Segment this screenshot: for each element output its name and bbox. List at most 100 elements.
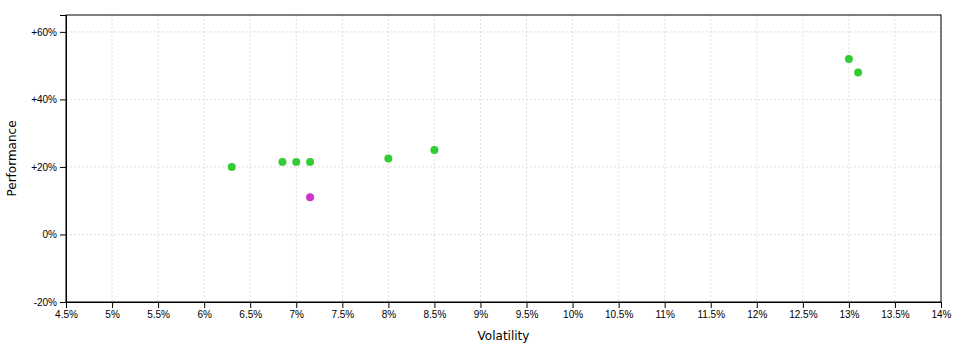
points — [228, 55, 862, 201]
tick: 7.5% — [331, 302, 354, 320]
tick-label: +40% — [31, 94, 57, 105]
tick-label: 0% — [43, 229, 58, 240]
tick-mark — [665, 302, 666, 308]
grid-line — [618, 15, 619, 302]
tick-mark — [296, 302, 297, 308]
chart: 4.5% 5% 5.5% 6% 6.5% 7% 7.5% 8% 8.5% 9% 9.5% 10% 10.… — [0, 0, 966, 350]
tick: 11% — [656, 302, 675, 320]
tick-mark — [60, 234, 66, 235]
series — [228, 55, 862, 171]
tick: 8.5% — [424, 302, 447, 320]
tick: 6.5% — [239, 302, 262, 320]
tick: 4.5% — [55, 302, 78, 320]
y-axis: -20% 0% +20% +40% +60% — [31, 16, 66, 308]
point — [228, 163, 236, 171]
tick-label: +20% — [31, 162, 57, 173]
point — [306, 193, 314, 201]
tick: 11.5% — [697, 302, 725, 320]
y-axis-title: Performance — [5, 120, 19, 196]
tick-mark — [434, 302, 435, 308]
tick-label: 6.5% — [239, 309, 262, 320]
grid-line — [158, 15, 159, 302]
tick-label: 9.5% — [516, 309, 539, 320]
tick-mark — [757, 302, 758, 308]
tick-mark — [204, 302, 205, 308]
tick-label: 13% — [839, 309, 859, 320]
point — [384, 155, 392, 163]
grid-line — [526, 15, 527, 302]
grid-line — [66, 166, 941, 167]
grid — [66, 15, 941, 302]
tick-mark — [60, 302, 66, 303]
grid-line — [572, 15, 573, 302]
tick: 9% — [474, 302, 489, 320]
tick-mark — [60, 32, 66, 33]
tick: 13.5% — [881, 302, 909, 320]
tick: 7% — [290, 302, 305, 320]
tick: +60% — [31, 27, 66, 38]
grid-line — [894, 15, 895, 302]
x-axis-title: Volatility — [478, 329, 530, 343]
tick: 10% — [563, 302, 583, 320]
tick: +20% — [31, 162, 66, 173]
tick: 12% — [747, 302, 767, 320]
tick-label: 8% — [382, 309, 397, 320]
tick-label: 13.5% — [881, 309, 909, 320]
tick-label: 7.5% — [331, 309, 354, 320]
tick: 8% — [382, 302, 397, 320]
point — [292, 158, 300, 166]
grid-line — [710, 15, 711, 302]
tick-mark — [895, 302, 896, 308]
tick-label: 5% — [105, 309, 120, 320]
tick-label: 10% — [563, 309, 583, 320]
series — [306, 193, 314, 201]
tick-label: 6% — [197, 309, 212, 320]
tick-mark — [250, 302, 251, 308]
grid-line — [434, 15, 435, 302]
tick-mark — [619, 302, 620, 308]
tick-label: 14% — [931, 309, 951, 320]
tick-label: 12% — [747, 309, 767, 320]
tick: 13% — [839, 302, 859, 320]
grid-line — [66, 234, 941, 235]
point — [845, 55, 853, 63]
tick-mark — [573, 302, 574, 308]
tick-label: 4.5% — [55, 309, 78, 320]
tick: 12.5% — [789, 302, 817, 320]
grid-line — [664, 15, 665, 302]
grid-line — [342, 15, 343, 302]
tick-mark — [158, 302, 159, 308]
tick-mark — [60, 167, 66, 168]
tick-label: 11% — [656, 309, 675, 320]
tick-mark — [527, 302, 528, 308]
axis-line — [67, 303, 942, 309]
point — [430, 146, 438, 154]
plot: 4.5% 5% 5.5% 6% 6.5% 7% 7.5% 8% 8.5% 9% 9.5% 10% 10.… — [31, 15, 951, 320]
tick-mark — [388, 302, 389, 308]
grid-line — [204, 15, 205, 302]
tick-label: 10.5% — [605, 309, 633, 320]
tick: 9.5% — [516, 302, 539, 320]
point — [278, 158, 286, 166]
tick-mark — [480, 302, 481, 308]
tick-label: 5.5% — [147, 309, 170, 320]
point — [854, 68, 862, 76]
tick: 5.5% — [147, 302, 170, 320]
tick-mark — [342, 302, 343, 308]
tick-label: 7% — [290, 309, 305, 320]
tick: -20% — [34, 297, 66, 308]
tick: 6% — [197, 302, 212, 320]
tick-label: 12.5% — [789, 309, 817, 320]
grid-line — [112, 15, 113, 302]
tick-label: 11.5% — [697, 309, 725, 320]
grid-line — [480, 15, 481, 302]
tick-mark — [941, 302, 942, 308]
tick-label: 8.5% — [424, 309, 447, 320]
plot-frame — [66, 15, 941, 302]
tick-label: +60% — [31, 27, 57, 38]
grid-line — [802, 15, 803, 302]
tick-label: -20% — [34, 297, 57, 308]
tick-mark — [112, 302, 113, 308]
tick: 0% — [43, 229, 66, 240]
tick: 10.5% — [605, 302, 633, 320]
